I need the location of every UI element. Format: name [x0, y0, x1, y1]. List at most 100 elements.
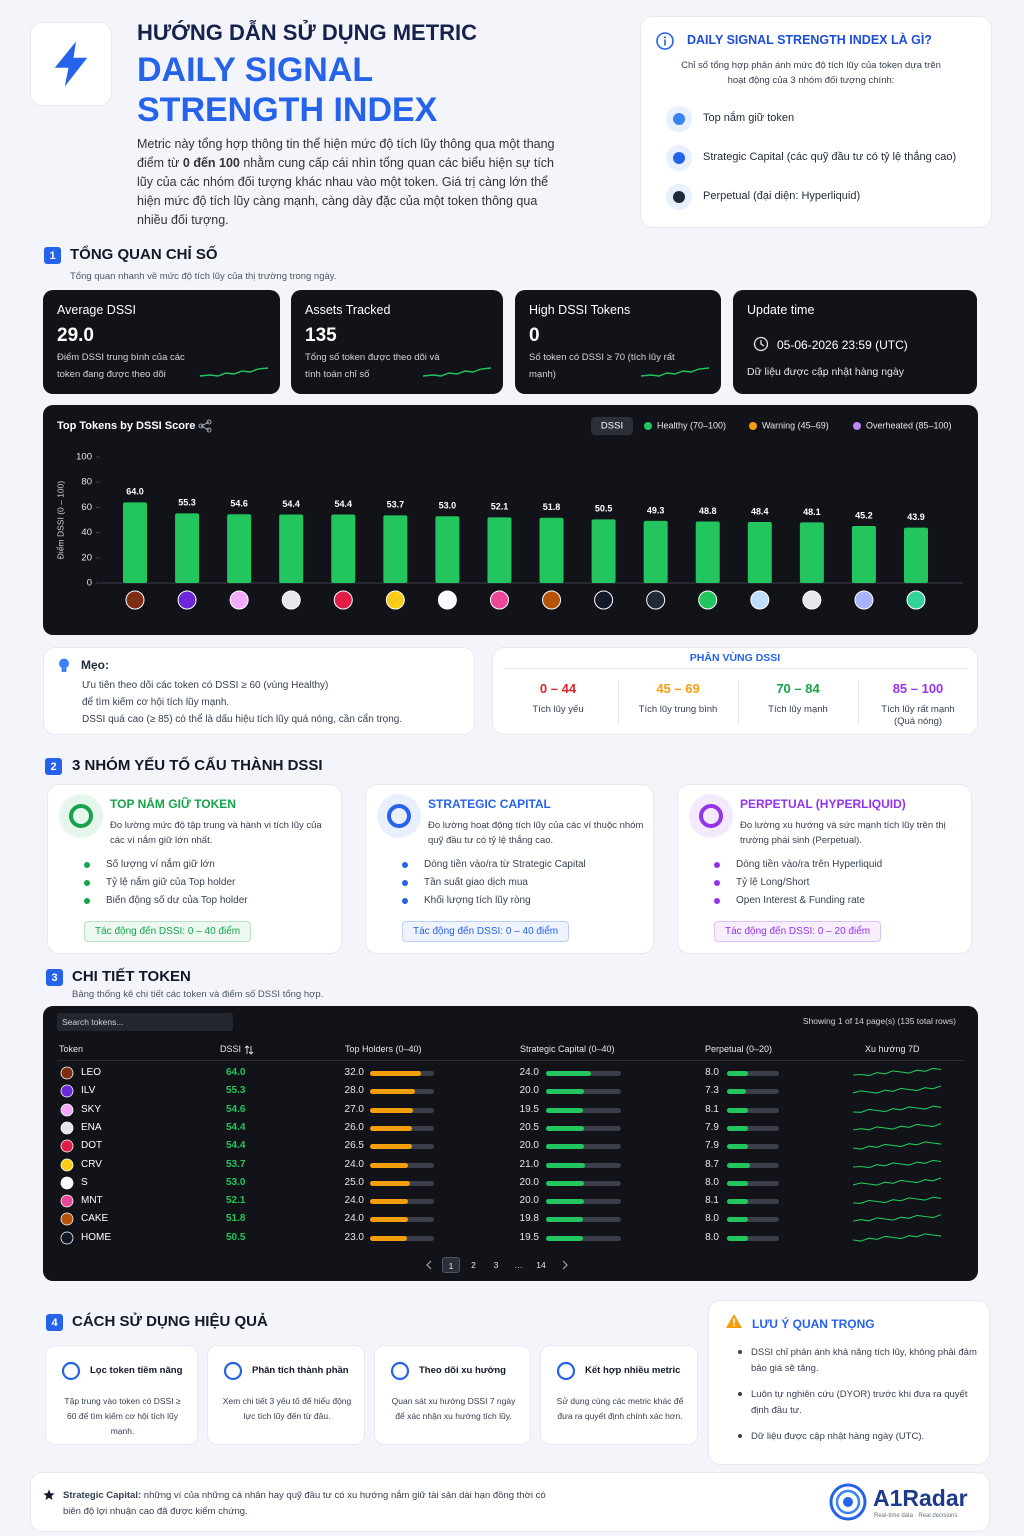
search-box[interactable]: Search tokens... — [57, 1013, 233, 1031]
usage-icon — [223, 1361, 243, 1381]
score-bar — [546, 1144, 584, 1150]
usage-card: Lọc token tiềm năng Tập trung vào token c… — [45, 1345, 198, 1445]
score-bar — [727, 1125, 748, 1131]
score-value: 24.0 — [344, 1195, 364, 1207]
usage-title: Theo dõi xu hướng — [419, 1365, 506, 1376]
trend-sparkline — [853, 1141, 941, 1150]
score-track — [727, 1199, 779, 1205]
score-value: 7.9 — [705, 1140, 719, 1152]
token-icon-disc — [60, 1194, 74, 1208]
trend-path — [853, 1105, 941, 1113]
star-icon — [43, 1489, 55, 1500]
score-track — [727, 1089, 779, 1095]
bar — [747, 522, 772, 583]
brand-logo — [829, 1483, 867, 1521]
page-button[interactable]: … — [514, 1260, 523, 1270]
token-icon-disc — [60, 1121, 74, 1135]
zone-label: Tích lũy rất mạnh (Quá nóng) — [881, 704, 955, 727]
legend-label: Overheated (85–100) — [866, 420, 952, 430]
token-icon — [60, 1121, 74, 1135]
section-number: 4 — [46, 1314, 63, 1331]
value-label: 50.5 — [595, 504, 613, 514]
bullet-dot — [84, 898, 90, 904]
item-icon — [666, 145, 692, 171]
score-value: 20.5 — [519, 1121, 539, 1133]
trend-path — [853, 1141, 941, 1150]
kpi-value: 0 — [529, 325, 540, 346]
component-card: PERPETUAL (HYPERLIQUID) Đo lường xu hướng… — [677, 784, 972, 954]
score-bar — [370, 1217, 409, 1223]
logo-tile — [30, 22, 112, 106]
info-item: Strategic Capital (các quỹ đầu tư có tỷ … — [703, 151, 957, 163]
y-tick-label: 100 — [76, 452, 92, 463]
page-button[interactable]: 2 — [471, 1260, 476, 1270]
chart-title: Top Tokens by DSSI Score — [57, 420, 195, 432]
chart: Top Tokens by DSSI Score DSSI Healthy (70–… — [55, 417, 963, 610]
page-arrow[interactable] — [425, 1260, 433, 1270]
bar — [331, 514, 356, 583]
legend-label: Warning (45–69) — [762, 420, 829, 430]
bullet-text: Khối lượng tích lũy ròng — [424, 895, 531, 906]
dssi-value: 52.1 — [226, 1195, 246, 1207]
score-value: 26.5 — [344, 1140, 364, 1152]
kpi-label: Update time — [747, 303, 815, 317]
bullet-dot — [714, 880, 720, 886]
token-name: CAKE — [81, 1213, 109, 1225]
page-button[interactable]: 14 — [536, 1260, 546, 1270]
zone-divider — [618, 680, 619, 724]
page-button[interactable]: 3 — [493, 1260, 499, 1270]
usage-icon-glyph — [61, 1361, 81, 1381]
value-label: 43.9 — [907, 512, 925, 522]
score-track — [546, 1180, 621, 1186]
score-bar — [727, 1162, 750, 1168]
score-bar — [727, 1089, 746, 1095]
component-card: STRATEGIC CAPITAL Đo lường hoạt động tích… — [365, 784, 654, 954]
score-track — [727, 1125, 779, 1131]
note-text: Luôn tự nghiên cứu (DYOR) trước khi đưa … — [751, 1389, 968, 1416]
clock-hands — [760, 340, 765, 347]
impact-pill: Tác động đến DSSI: 0 – 20 điểm — [714, 921, 882, 942]
bullet-dot — [714, 898, 720, 904]
usage-description: Tập trung vào token có DSSI ≥ 60 để tìm … — [64, 1396, 181, 1436]
brand-tagline: Real-time data · Real decisions — [874, 1513, 958, 1519]
token-name: ILV — [81, 1085, 96, 1097]
bolt-icon — [54, 41, 88, 87]
trend-sparkline — [853, 1123, 941, 1131]
score-track — [727, 1071, 779, 1076]
score-value: 24.0 — [519, 1067, 539, 1078]
y-tick-label: 60 — [81, 502, 92, 513]
score-bar — [370, 1125, 412, 1131]
score-value: 8.7 — [705, 1158, 719, 1170]
kpi-description: Số token có DSSI ≥ 70 (tích lũy rất mạnh… — [529, 352, 675, 380]
share-node — [206, 419, 212, 425]
page-arrow[interactable] — [561, 1260, 569, 1270]
token-icon — [489, 590, 509, 610]
token-icon — [802, 590, 822, 610]
zone-divider — [858, 680, 859, 724]
chart-panel: Top Tokens by DSSI Score DSSI Healthy (70–… — [43, 405, 978, 635]
info-description: Chỉ số tổng hợp phản ánh mức độ tích lũy… — [681, 60, 941, 86]
score-track — [727, 1217, 779, 1223]
kpi-value: 05-06-2026 23:59 (UTC) — [777, 338, 908, 352]
score-bar — [546, 1162, 586, 1168]
token-icon — [60, 1103, 74, 1116]
dssi-value: 54.4 — [226, 1140, 246, 1152]
tip-line: DSSI quá cao (≥ 85) có thể là dấu hiệu t… — [82, 714, 403, 725]
dssi-value: 54.6 — [226, 1103, 246, 1115]
score-track — [727, 1162, 779, 1168]
icon-dot — [673, 113, 685, 125]
token-icon-disc — [60, 1084, 74, 1098]
component-card: TOP NẮM GIỮ TOKEN Đo lường mức độ tập tru… — [47, 784, 342, 954]
token-icon — [60, 1084, 74, 1098]
score-bar — [370, 1071, 422, 1076]
page-button[interactable]: 1 — [442, 1257, 460, 1273]
bullet-text: Số lượng ví nắm giữ lớn — [106, 859, 215, 870]
header-rule — [57, 1060, 964, 1061]
trend-sparkline — [853, 1196, 941, 1204]
bullet-dot — [84, 862, 90, 868]
component-icon — [689, 794, 733, 838]
score-track — [546, 1217, 621, 1223]
icon-glyph — [387, 804, 411, 828]
share-icon — [198, 419, 212, 433]
score-value: 28.0 — [344, 1085, 364, 1097]
